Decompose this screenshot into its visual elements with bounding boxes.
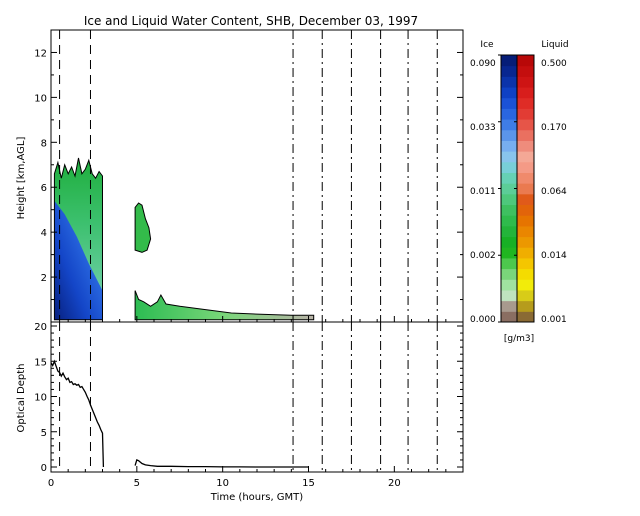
colorbar-ice-swatch xyxy=(501,87,518,99)
optical-depth-y-tick-label: 10 xyxy=(34,393,47,404)
colorbar-ice-swatch xyxy=(501,151,518,163)
x-axis-label: Time (hours, GMT) xyxy=(210,492,304,503)
x-tick-label: 15 xyxy=(302,478,315,489)
colorbar-ice-swatch xyxy=(501,119,518,131)
colorbar-liquid-swatch xyxy=(517,55,534,67)
colorbar-ice-swatch xyxy=(501,247,518,259)
colorbar-liquid-swatch xyxy=(517,204,534,216)
plot-layer: 0 5 10 15 20 2 4 6 8 10 12 0 5 10 15 20 0.090 0.033 0.011 0… xyxy=(34,29,567,489)
colorbar-liquid-swatch xyxy=(517,236,534,248)
colorbar-ice-swatch xyxy=(501,300,518,312)
optical-depth-y-tick-label: 15 xyxy=(34,357,47,368)
optical-depth-y-tick-label: 20 xyxy=(34,322,47,333)
cloud-upper-layer-outline xyxy=(53,157,103,321)
colorbar-unit-label: [g/m3] xyxy=(504,334,534,344)
colorbar-liquid-swatch xyxy=(517,268,534,280)
colorbar-ice-tick-label: 0.002 xyxy=(470,251,496,261)
colorbar-ice-swatch xyxy=(501,225,518,238)
colorbar-ice-swatch xyxy=(501,279,518,291)
colorbar-ice-swatch xyxy=(501,257,518,270)
colorbar-liquid-swatch xyxy=(517,97,534,109)
cloud-mid-layer xyxy=(134,202,152,253)
colorbar-ice-swatch xyxy=(501,161,518,173)
colorbar-liquid-swatch xyxy=(517,65,534,77)
x-tick-label: 10 xyxy=(216,478,229,489)
cloud-low-layer xyxy=(134,290,315,321)
colorbar-liquid-tick-label: 0.064 xyxy=(541,187,567,197)
colorbar-liquid-swatch xyxy=(517,140,534,152)
colorbar-liquid-tick-label: 0.014 xyxy=(541,251,567,261)
colorbar-liquid-swatch xyxy=(517,108,534,120)
colorbar-liquid-swatch xyxy=(517,311,534,323)
colorbar-ice-swatch xyxy=(501,140,518,152)
colorbar-ice-tick-label: 0.033 xyxy=(470,123,496,133)
colorbar-liquid-swatch xyxy=(517,161,534,173)
colorbar-liquid-swatch xyxy=(517,129,534,141)
colorbar-liquid-swatch xyxy=(517,289,534,302)
colorbar-liquid-swatch xyxy=(517,300,534,312)
colorbar-liquid-swatch xyxy=(517,279,534,291)
colorbar-liquid-swatch xyxy=(517,76,534,88)
colorbar-ice-swatch xyxy=(501,183,518,195)
colorbar-ice-tick-label: 0.011 xyxy=(470,187,496,197)
x-tick-label: 0 xyxy=(48,478,54,489)
colorbar-ice-label: Ice xyxy=(480,40,494,50)
colorbar-ice-swatch xyxy=(501,215,518,227)
colorbar-liquid-swatch xyxy=(517,215,534,227)
colorbar-ice-swatch xyxy=(501,311,518,323)
colorbar-liquid-swatch xyxy=(517,247,534,259)
height-y-tick-label: 4 xyxy=(41,228,47,239)
colorbar-liquid-swatch xyxy=(517,193,534,206)
colorbar-ice-swatch xyxy=(501,97,518,109)
optical-depth-series-line xyxy=(134,459,309,468)
height-y-tick-label: 6 xyxy=(41,183,47,194)
colorbar-ice-swatch xyxy=(501,55,518,67)
colorbar-liquid-swatch xyxy=(517,151,534,163)
colorbar-ice-swatch xyxy=(501,236,518,248)
colorbar-ice-swatch xyxy=(501,193,518,206)
colorbar-ice-swatch xyxy=(501,268,518,280)
colorbar-ice-tick-label: 0.000 xyxy=(470,315,496,325)
y-axis-label-optical-depth: Optical Depth xyxy=(16,364,27,433)
y-axis-label-height: Height [km,AGL] xyxy=(16,137,27,220)
colorbar-liquid-swatch xyxy=(517,119,534,131)
colorbar-ice-swatch xyxy=(501,204,518,216)
colorbar-ice-tick-label: 0.090 xyxy=(470,59,496,69)
x-tick-label: 5 xyxy=(134,478,140,489)
x-tick-label: 20 xyxy=(388,478,401,489)
optical-depth-series-line xyxy=(50,359,105,468)
colorbar-liquid-swatch xyxy=(517,257,534,270)
colorbar-ice-swatch xyxy=(501,65,518,77)
colorbar-ice-swatch xyxy=(501,129,518,141)
height-y-tick-label: 2 xyxy=(41,273,47,284)
height-y-tick-label: 12 xyxy=(34,48,47,59)
colorbar-liquid-tick-label: 0.500 xyxy=(541,59,567,69)
chart-title: Ice and Liquid Water Content, SHB, Decem… xyxy=(84,14,418,28)
colorbar-ice-swatch xyxy=(501,172,518,184)
colorbar-liquid-swatch xyxy=(517,183,534,195)
height-y-tick-label: 10 xyxy=(34,93,47,104)
colorbar-liquid-swatch xyxy=(517,172,534,184)
colorbar-liquid-swatch xyxy=(517,87,534,99)
optical-depth-y-tick-label: 5 xyxy=(41,428,47,439)
optical-depth-y-tick-label: 0 xyxy=(41,463,47,474)
colorbar-liquid-label: Liquid xyxy=(541,40,568,50)
colorbar-ice-swatch xyxy=(501,108,518,120)
height-y-tick-label: 8 xyxy=(41,138,47,149)
colorbar-liquid-tick-label: 0.170 xyxy=(541,123,567,133)
colorbar-ice-swatch xyxy=(501,289,518,302)
colorbar-liquid-swatch xyxy=(517,225,534,238)
colorbar-liquid-tick-label: 0.001 xyxy=(541,315,567,325)
colorbar-ice-swatch xyxy=(501,76,518,88)
